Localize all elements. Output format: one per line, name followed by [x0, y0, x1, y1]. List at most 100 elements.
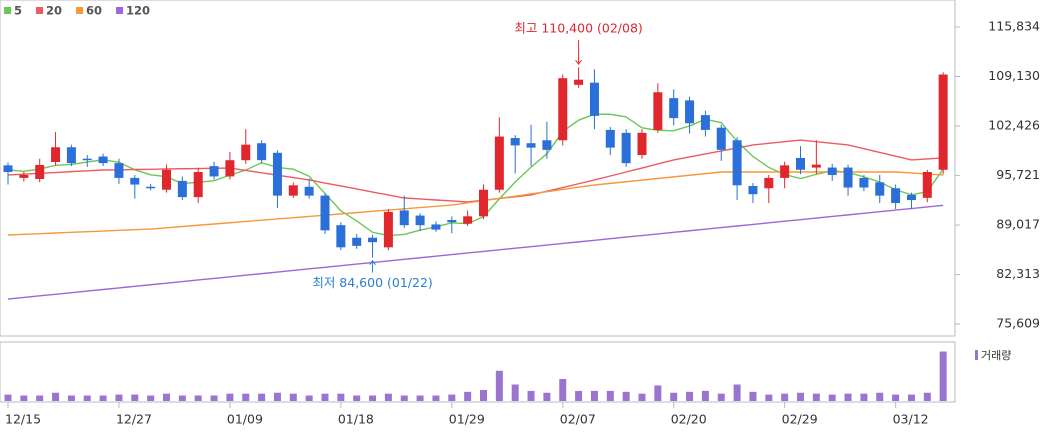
volume-bar: [844, 393, 852, 401]
candle-body: [811, 164, 821, 168]
high-arrow: [575, 40, 582, 65]
volume-bar: [178, 395, 186, 401]
volume-bar: [305, 395, 313, 401]
candle-body: [368, 237, 378, 243]
candle-body: [177, 180, 187, 198]
y-tick-label: 109,130: [988, 68, 1040, 83]
candle-body: [3, 165, 13, 173]
volume-bar: [860, 393, 868, 401]
volume-bar: [590, 390, 598, 401]
candle-body: [748, 186, 758, 195]
y-tick-label: 115,834: [988, 19, 1040, 34]
candle-body: [35, 164, 45, 180]
candle-body: [257, 143, 267, 161]
candle-body: [193, 172, 203, 198]
candle-body: [764, 177, 774, 189]
volume-bar: [876, 392, 884, 401]
volume-bar: [543, 392, 551, 401]
candle-body: [225, 160, 235, 177]
legend-label: 5: [14, 4, 22, 18]
candle-body: [82, 158, 92, 161]
y-tick-label: 82,313: [996, 266, 1040, 281]
candle-body: [938, 74, 948, 170]
volume-bar: [353, 395, 361, 401]
legend-swatch: [116, 7, 124, 14]
volume-bar: [369, 395, 377, 401]
candle-body: [320, 195, 330, 231]
candle-body: [114, 163, 124, 178]
candle-body: [780, 165, 790, 178]
volume-bar: [400, 395, 408, 401]
candle-body: [653, 92, 663, 130]
legend-swatch: [36, 7, 44, 14]
candle-body: [288, 185, 298, 196]
volume-bar: [337, 393, 345, 401]
candle-body: [146, 186, 156, 189]
volume-bar: [210, 395, 218, 401]
volume-panel: [0, 341, 956, 403]
volume-bar: [163, 393, 170, 401]
volume-bar: [258, 393, 266, 401]
candle-body: [906, 194, 916, 201]
candle-body: [843, 167, 853, 188]
candle-body: [336, 225, 346, 248]
low-arrow: [369, 259, 376, 273]
volume-bar: [289, 393, 297, 401]
candle-body: [796, 157, 805, 170]
candle-body: [19, 174, 29, 178]
candle-body: [130, 177, 140, 185]
volume-bar: [559, 379, 567, 401]
candle-body: [399, 210, 409, 226]
volume-bar: [892, 394, 900, 401]
volume-bar: [52, 392, 60, 401]
candle-body: [272, 152, 282, 196]
x-tick-label: 01/29: [449, 412, 485, 427]
candle-body: [352, 237, 362, 246]
volume-bar: [20, 395, 28, 401]
x-tick-label: 02/07: [560, 412, 596, 427]
volume-bar: [828, 394, 836, 401]
candle-body: [669, 98, 679, 119]
volume-bar: [36, 395, 44, 401]
candle-body: [922, 172, 932, 198]
volume-bar: [242, 393, 250, 401]
ma-line: [7, 171, 944, 236]
volume-bar: [464, 391, 472, 401]
legend-label: 60: [86, 4, 102, 18]
candle-body: [542, 140, 552, 150]
x-tick-label: 02/29: [782, 412, 818, 427]
volume-bar: [67, 395, 75, 401]
volume-bar: [384, 393, 392, 401]
volume-bar: [765, 394, 773, 401]
candle-body: [209, 166, 219, 177]
candle-body: [510, 138, 520, 146]
volume-bar: [638, 393, 646, 401]
candle-body: [383, 211, 393, 248]
y-tick-label: 75,609: [996, 316, 1040, 331]
volume-bar: [812, 393, 820, 401]
candle-body: [162, 169, 171, 190]
volume-bar: [733, 384, 741, 401]
volume-bar: [923, 392, 931, 401]
candle-body: [304, 186, 314, 196]
price-panel: [0, 0, 956, 337]
volume-bar: [686, 391, 694, 401]
candle-body: [494, 136, 504, 190]
candle-body: [241, 144, 251, 161]
legend-swatch: [76, 7, 84, 14]
y-tick-label: 89,017: [996, 217, 1040, 232]
y-tick-label: 102,426: [988, 118, 1040, 133]
candle-body: [605, 129, 615, 148]
candle-body: [637, 132, 647, 156]
volume-bar: [575, 390, 583, 401]
volume-bar: [654, 385, 662, 401]
candle-body: [589, 82, 599, 116]
candle-body: [526, 143, 536, 148]
volume-bar: [416, 395, 424, 401]
candle-body: [891, 188, 901, 204]
candle-body: [685, 100, 695, 124]
volume-bar: [797, 392, 804, 401]
volume-bar: [432, 395, 440, 401]
volume-bar: [907, 394, 915, 401]
volume-bar: [4, 394, 12, 401]
